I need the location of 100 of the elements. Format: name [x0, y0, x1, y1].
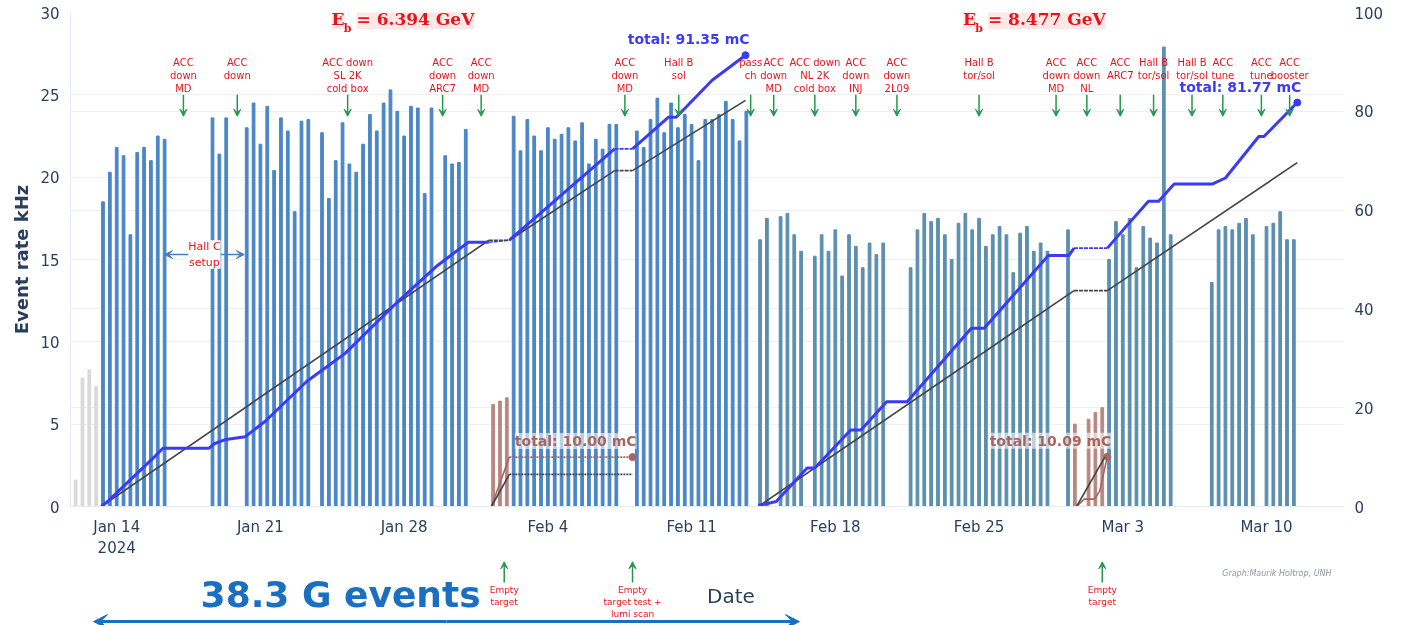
- bar: [258, 143, 263, 507]
- y-tick-label: 5: [49, 416, 60, 435]
- bar: [128, 234, 133, 507]
- bar: [279, 117, 283, 507]
- y2-tick-label: 20: [1354, 399, 1374, 418]
- bar: [327, 198, 331, 507]
- bar: [388, 89, 393, 507]
- bar: [710, 119, 714, 507]
- annotation: ACC down INJ: [842, 56, 870, 95]
- bar: [114, 147, 119, 507]
- bar: [682, 114, 687, 507]
- bar: [457, 161, 461, 507]
- bar: [94, 385, 99, 507]
- bar: [155, 135, 160, 507]
- bar: [368, 114, 372, 507]
- text: 38.3 G events: [200, 574, 481, 616]
- bar: [881, 242, 886, 507]
- bar: [73, 479, 78, 507]
- x-tick-label: Mar 3: [1101, 517, 1145, 536]
- bar: [778, 216, 783, 507]
- y-tick-label: 20: [40, 169, 60, 188]
- data-label: total: 10.09 mC: [989, 432, 1112, 449]
- bar: [840, 275, 845, 507]
- bar: [662, 132, 667, 507]
- y-tick-label: 25: [40, 86, 60, 105]
- point: [741, 51, 750, 60]
- bar: [1223, 226, 1228, 507]
- bar: [1114, 221, 1118, 507]
- bar: [1271, 222, 1276, 507]
- bar: [669, 102, 673, 507]
- bar: [251, 102, 256, 507]
- x-tick-label: Feb 25: [953, 517, 1005, 536]
- bar: [696, 160, 701, 507]
- bar: [908, 267, 913, 507]
- annotation: ACC ARC7: [1106, 56, 1134, 82]
- point: [1293, 98, 1302, 107]
- bar: [1237, 222, 1241, 507]
- bar: [265, 105, 270, 507]
- bar: [504, 397, 509, 507]
- point: [628, 453, 637, 462]
- x-tick-label: Jan 28: [379, 517, 428, 536]
- bar: [491, 403, 495, 507]
- annotation: Hall C setup: [188, 240, 221, 269]
- data-label: total: 10.00 mC: [514, 433, 637, 450]
- bar: [655, 97, 660, 507]
- bar: [1250, 234, 1255, 507]
- bar: [634, 130, 639, 507]
- annotation: ACC down NL: [1073, 56, 1101, 95]
- bar: [723, 100, 728, 507]
- bar: [450, 163, 454, 507]
- y2-tick-label: 40: [1354, 300, 1374, 319]
- bar: [292, 211, 297, 507]
- bar: [422, 193, 427, 507]
- bar: [1216, 229, 1221, 507]
- annotation: Hall B sol: [664, 56, 694, 82]
- x-tick-label: Jan 14 2024: [92, 517, 141, 558]
- bar: [374, 130, 379, 507]
- text: Empty target: [489, 584, 520, 607]
- bar: [942, 234, 947, 507]
- bar: [142, 147, 146, 507]
- bar: [1278, 211, 1283, 507]
- bar: [559, 133, 564, 507]
- bar: [648, 119, 653, 507]
- bar: [929, 221, 934, 507]
- bar: [1141, 226, 1146, 507]
- bar: [340, 122, 345, 507]
- bar: [1244, 217, 1248, 507]
- bar: [1168, 234, 1173, 507]
- bar: [381, 102, 386, 507]
- bar: [87, 369, 92, 507]
- bar: [121, 155, 126, 507]
- bar: [963, 212, 968, 507]
- bar: [1134, 267, 1139, 507]
- bar: [463, 128, 468, 507]
- bar: [641, 147, 646, 507]
- y-axis-title: Event rate kHz: [11, 184, 33, 335]
- bar: [703, 119, 708, 507]
- data-label: total: 91.35 mC: [627, 31, 750, 48]
- x-tick-label: Feb 4: [527, 517, 569, 536]
- bar: [1230, 229, 1235, 507]
- bar: [299, 120, 304, 507]
- annotation: ACC down MD: [169, 56, 197, 95]
- bar: [853, 245, 858, 507]
- bar: [306, 119, 311, 507]
- bar: [80, 377, 85, 507]
- text: Empty target: [1087, 584, 1118, 607]
- bar: [785, 212, 790, 507]
- y-tick-label: 10: [40, 333, 60, 352]
- bar: [689, 123, 694, 507]
- x-tick-label: Feb 11: [666, 517, 717, 536]
- bar: [361, 143, 365, 507]
- bar: [1285, 239, 1289, 507]
- bar: [758, 239, 762, 507]
- annotation: Hall B tor/sol: [963, 56, 995, 82]
- y-tick-label: 30: [40, 4, 60, 23]
- bar: [101, 201, 105, 507]
- bar: [860, 267, 865, 507]
- y-tick-label: 0: [49, 498, 60, 517]
- annotation: ACC down ARC7: [429, 56, 457, 95]
- bar: [936, 217, 940, 507]
